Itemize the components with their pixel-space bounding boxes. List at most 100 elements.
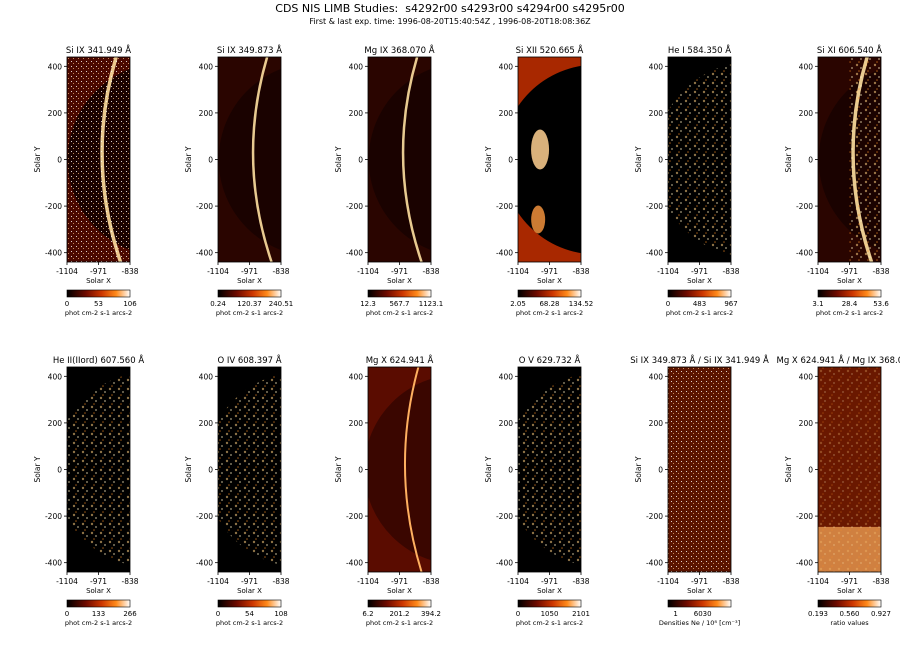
colorbar-label: phot cm-2 s-1 arcs-2: [216, 309, 283, 317]
figure-title: CDS NIS LIMB Studies: s4292r00 s4293r00 …: [275, 2, 625, 15]
solar-image: [367, 366, 432, 573]
y-tick-label: 400: [349, 62, 364, 71]
y-tick-label: -400: [646, 559, 663, 568]
y-tick-label: -400: [346, 249, 363, 258]
solar-image: [817, 56, 882, 263]
x-tick-label: -838: [572, 267, 589, 276]
colorbar-tick-label: 53.6: [873, 300, 889, 308]
colorbar-tick-label: 106: [123, 300, 137, 308]
y-tick-label: 200: [649, 109, 664, 118]
y-tick-label: -400: [646, 249, 663, 258]
y-tick-label: 0: [808, 156, 813, 165]
colorbar-tick-label: 2101: [572, 610, 590, 618]
y-tick-label: -200: [196, 512, 213, 521]
x-axis-label: Solar X: [837, 277, 862, 285]
x-tick-label: -1104: [807, 267, 829, 276]
colorbar-tick-label: 394.2: [421, 610, 441, 618]
colorbar: [817, 289, 882, 298]
y-axis-label: Solar Y: [484, 146, 493, 172]
panel-title: He II(IIord) 607.560 Å: [53, 354, 144, 366]
x-tick-label: -971: [241, 577, 258, 586]
panel-title: Si IX 341.949 Å: [66, 44, 131, 56]
y-tick-label: -200: [196, 202, 213, 211]
solar-image: [217, 366, 282, 573]
y-tick-label: 400: [199, 62, 214, 71]
colorbar-label: ratio values: [830, 619, 869, 627]
colorbar: [66, 599, 131, 608]
colorbar-tick-label: 201.2: [389, 610, 409, 618]
y-tick-label: 400: [48, 62, 63, 71]
y-tick-label: -200: [646, 512, 663, 521]
y-axis-label: Solar Y: [784, 456, 793, 482]
y-tick-label: -200: [45, 202, 62, 211]
x-tick-label: -971: [691, 577, 708, 586]
y-tick-label: 0: [358, 156, 363, 165]
x-tick-label: -1104: [56, 267, 78, 276]
colorbar-tick-label: 0.193: [808, 610, 828, 618]
colorbar-tick-label: 240.51: [269, 300, 294, 308]
y-tick-label: 0: [658, 466, 663, 475]
x-tick-label: -1104: [207, 267, 229, 276]
x-tick-label: -838: [121, 267, 138, 276]
x-tick-label: -1104: [507, 577, 529, 586]
x-axis-label: Solar X: [687, 587, 712, 595]
colorbar-tick-label: 1050: [541, 610, 559, 618]
x-axis-label: Solar X: [537, 587, 562, 595]
x-tick-label: -971: [90, 577, 107, 586]
y-tick-label: 200: [799, 109, 814, 118]
x-tick-label: -971: [841, 267, 858, 276]
panel-title: Mg X 624.941 Å / Mg IX 368.070 Å: [776, 354, 900, 366]
x-tick-label: -1104: [357, 267, 379, 276]
x-tick-label: -971: [391, 267, 408, 276]
x-tick-label: -971: [841, 577, 858, 586]
panel-title: Si XII 520.665 Å: [516, 44, 584, 56]
y-tick-label: 0: [208, 156, 213, 165]
y-tick-label: -400: [796, 249, 813, 258]
y-axis-label: Solar Y: [184, 456, 193, 482]
solar-image: [667, 366, 732, 573]
x-tick-label: -838: [272, 267, 289, 276]
solar-image: [66, 366, 131, 573]
y-tick-label: 200: [199, 109, 214, 118]
x-axis-label: Solar X: [237, 277, 262, 285]
spectral-panel: Si IX 349.873 Å / Si IX 341.949 Å 400 200 0…: [630, 354, 769, 627]
x-tick-label: -838: [422, 267, 439, 276]
y-axis-label: Solar Y: [634, 456, 643, 482]
y-tick-label: 200: [799, 419, 814, 428]
panel-title: He I 584.350 Å: [668, 44, 731, 56]
x-tick-label: -838: [121, 577, 138, 586]
y-axis-label: Solar Y: [634, 146, 643, 172]
colorbar: [217, 289, 282, 298]
colorbar: [817, 599, 882, 608]
colorbar-label: phot cm-2 s-1 arcs-2: [516, 309, 583, 317]
colorbar-tick-label: 2.05: [510, 300, 526, 308]
x-axis-label: Solar X: [837, 587, 862, 595]
panel-title: Mg IX 368.070 Å: [364, 44, 434, 56]
colorbar-tick-label: 967: [724, 300, 737, 308]
colorbar-tick-label: 266: [123, 610, 137, 618]
colorbar-tick-label: 6.2: [362, 610, 373, 618]
x-axis-label: Solar X: [86, 587, 111, 595]
x-tick-label: -1104: [657, 267, 679, 276]
y-axis-label: Solar Y: [334, 456, 343, 482]
y-tick-label: -200: [796, 512, 813, 521]
colorbar-tick-label: 0.560: [839, 610, 859, 618]
y-tick-label: 200: [199, 419, 214, 428]
y-tick-label: -200: [496, 512, 513, 521]
x-tick-label: -971: [241, 267, 258, 276]
x-tick-label: -838: [572, 577, 589, 586]
x-tick-label: -1104: [657, 577, 679, 586]
colorbar-tick-label: 0: [65, 610, 69, 618]
colorbar-label: Densities Ne / 10⁸ [cm⁻³]: [659, 619, 740, 627]
colorbar-tick-label: 3.1: [812, 300, 823, 308]
x-axis-label: Solar X: [537, 277, 562, 285]
y-tick-label: 200: [499, 109, 514, 118]
colorbar-tick-label: 483: [693, 300, 706, 308]
y-axis-label: Solar Y: [33, 146, 42, 172]
x-tick-label: -838: [272, 577, 289, 586]
